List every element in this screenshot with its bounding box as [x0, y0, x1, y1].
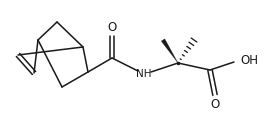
Text: O: O: [210, 98, 220, 111]
Text: NH: NH: [136, 69, 152, 79]
Text: O: O: [107, 21, 117, 34]
Polygon shape: [161, 39, 178, 63]
Text: OH: OH: [240, 53, 258, 66]
